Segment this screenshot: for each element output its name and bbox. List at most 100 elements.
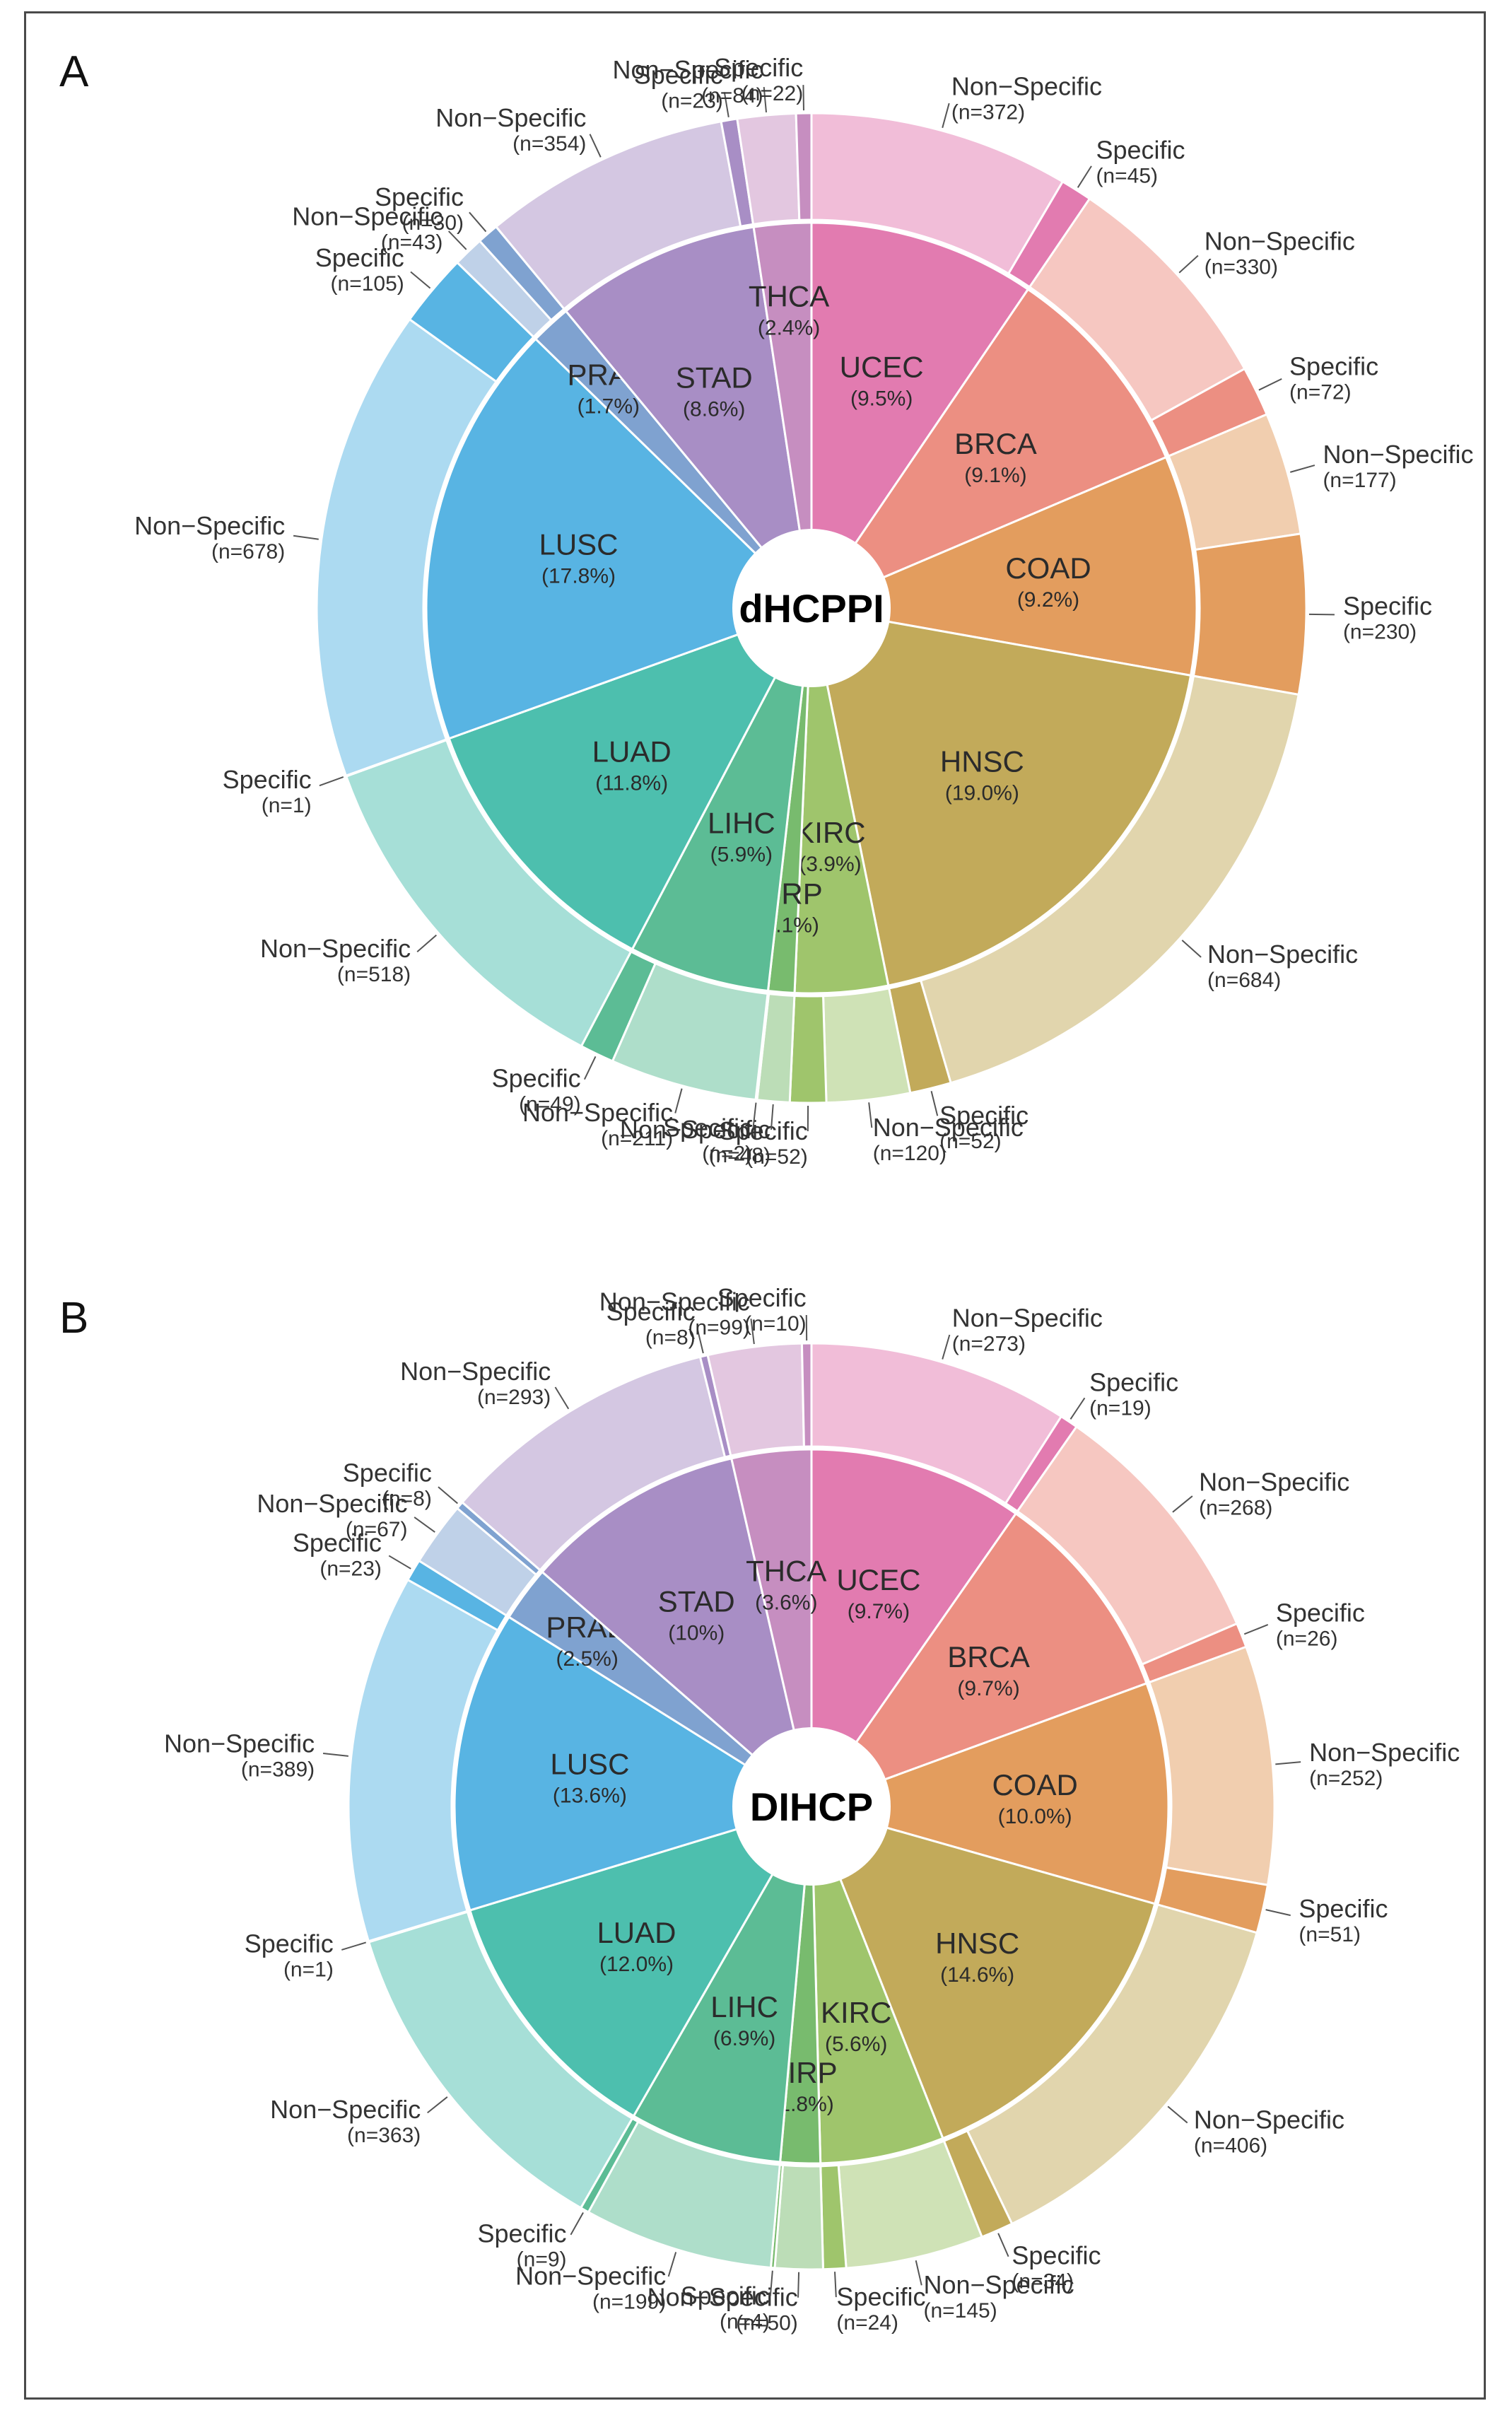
category-prad: Non−Specific (n=43)Specific (n=30)PRAD(1.7… xyxy=(292,182,814,609)
outer-slice-thca-specific xyxy=(795,112,813,221)
category-percent: (12.0%) xyxy=(599,1953,674,1976)
leader-line xyxy=(293,534,319,540)
sub-label-count: (n=67) xyxy=(346,1518,408,1541)
sub-label-text: Specific xyxy=(714,53,803,82)
sub-label-luad-non-specific: Non−Specific (n=518) xyxy=(260,934,411,986)
sub-label-count: (n=1) xyxy=(262,794,312,817)
leader-line xyxy=(341,1941,367,1951)
category-percent: (9.1%) xyxy=(964,464,1026,487)
sub-label-lihc-specific: Specific (n=49) xyxy=(492,1064,581,1116)
sub-label-count: (n=105) xyxy=(331,272,404,296)
leader-line xyxy=(942,1334,951,1360)
sub-label-hnsc-non-specific: Non−Specific (n=684) xyxy=(1207,940,1358,992)
category-stad: Non−Specific (n=293) Specific (n=8) STAD (10%… xyxy=(400,1297,813,1808)
category-thca: Non−Specific (n=84)Specific (n=22)THCA(2.4… xyxy=(613,53,829,609)
category-percent: (8.6%) xyxy=(683,397,745,421)
sub-label-ucec-specific: Specific (n=19) xyxy=(1089,1367,1178,1420)
sub-label-hnsc-non-specific: Non−Specific (n=406) xyxy=(1194,2105,1344,2157)
sub-label-lusc-specific: Specific (n=105) xyxy=(315,243,404,296)
center-title: DIHCP xyxy=(750,1784,873,1829)
sub-label-text: Non−Specific xyxy=(613,55,763,84)
panel-b: B Non−Specific (n=273)Specific (n=19)UCEC(9… xyxy=(59,1283,1460,2335)
leader-line xyxy=(427,2096,448,2114)
sub-label-text: Specific xyxy=(1012,2241,1101,2270)
category-name: LUSC xyxy=(539,528,618,561)
category-name: COAD xyxy=(992,1768,1077,1801)
panel-a: A Non−Specific (n=372)Specific (n=45)UCEC(9… xyxy=(59,47,1474,1169)
center-title: dHCPPI xyxy=(739,586,884,631)
sub-label-hnsc-specific: Specific (n=34) xyxy=(1012,2241,1101,2294)
category-percent: (2.4%) xyxy=(758,316,820,339)
category-kirp: Non−Specific (n=50)Specific (n=4)KIRP(1.8%… xyxy=(647,1805,838,2335)
sub-label-text: Non−Specific xyxy=(164,1729,315,1758)
leader-line xyxy=(1069,1397,1086,1420)
category-name: THCA xyxy=(749,279,829,312)
sub-label-coad-specific: Specific (n=51) xyxy=(1299,1894,1388,1946)
outer-slice-thca-specific xyxy=(800,1342,813,1448)
sub-label-text: Specific xyxy=(1276,1599,1365,1628)
sub-label-lusc-non-specific: Non−Specific (n=389) xyxy=(164,1729,315,1782)
leader-line xyxy=(1258,378,1282,391)
leader-line xyxy=(915,2260,922,2286)
sub-label-text: Non−Specific xyxy=(951,71,1102,100)
leader-line xyxy=(416,934,437,953)
leader-line xyxy=(834,2272,837,2298)
category-percent: (1.7%) xyxy=(578,395,640,418)
sub-label-text: Non−Specific xyxy=(952,1304,1103,1333)
category-lihc: Non−Specific (n=199)Specific (n=9)LIHC(6.9… xyxy=(477,1805,813,2313)
category-name: THCA xyxy=(746,1555,826,1588)
sub-label-text: Specific xyxy=(1299,1894,1388,1923)
sub-label-brca-specific: Specific (n=72) xyxy=(1289,352,1378,404)
category-name: LUAD xyxy=(597,1916,676,1949)
category-percent: (10%) xyxy=(668,1622,725,1645)
category-percent: (9.2%) xyxy=(1017,588,1079,612)
sub-label-lihc-non-specific: Non−Specific (n=211) xyxy=(522,1098,673,1150)
sub-label-count: (n=372) xyxy=(951,100,1025,124)
sub-label-text: Specific xyxy=(1343,591,1432,620)
category-thca: Non−Specific (n=99)Specific (n=10)THCA(3.6… xyxy=(599,1283,826,1808)
sub-label-text: Specific xyxy=(1289,352,1378,381)
sub-label-ucec-non-specific: Non−Specific (n=372) xyxy=(951,71,1102,124)
sub-label-text: Non−Specific xyxy=(923,2270,1074,2299)
sub-label-text: Non−Specific xyxy=(1205,226,1355,255)
sub-label-count: (n=252) xyxy=(1309,1767,1383,1790)
sub-label-count: (n=48) xyxy=(708,1144,770,1167)
category-name: HNSC xyxy=(935,1927,1019,1960)
sub-label-count: (n=293) xyxy=(477,1386,551,1409)
sub-label-stad-non-specific: Non−Specific (n=354) xyxy=(435,103,586,156)
sub-label-prad-non-specific: Non−Specific (n=43) xyxy=(292,201,443,254)
sub-label-brca-specific: Specific (n=26) xyxy=(1276,1599,1365,1651)
leader-line xyxy=(1275,1761,1301,1765)
sub-label-stad-non-specific: Non−Specific (n=293) xyxy=(400,1357,551,1409)
sub-label-prad-specific: Specific (n=30) xyxy=(375,182,464,235)
category-ucec: Non−Specific (n=372) Specific (n=45) UCEC (9.… xyxy=(810,71,1185,609)
category-name: BRCA xyxy=(947,1640,1030,1673)
sub-label-text: Specific xyxy=(663,1113,752,1142)
sub-label-count: (n=49) xyxy=(519,1093,581,1116)
sub-label-count: (n=52) xyxy=(746,1145,808,1169)
sub-label-kirc-specific: Specific (n=52) xyxy=(719,1116,808,1169)
sub-label-count: (n=518) xyxy=(337,963,411,986)
sub-label-text: Specific xyxy=(719,1116,808,1145)
sub-label-lihc-specific: Specific (n=9) xyxy=(477,2219,566,2271)
leader-line xyxy=(1178,255,1199,274)
sub-label-text: Non−Specific xyxy=(1309,1738,1460,1767)
leader-line xyxy=(583,1056,597,1080)
sub-label-text: Non−Specific xyxy=(260,934,411,963)
leader-line xyxy=(802,85,804,111)
sub-label-text: Non−Specific xyxy=(1194,2105,1344,2134)
sub-label-coad-non-specific: Non−Specific (n=252) xyxy=(1309,1738,1460,1790)
leader-line xyxy=(997,2233,1009,2257)
leader-line xyxy=(1172,1495,1193,1513)
leader-line xyxy=(750,1319,755,1345)
sub-label-kirp-non-specific: Non−Specific (n=50) xyxy=(647,2283,798,2335)
sub-label-text: Non−Specific xyxy=(522,1098,673,1127)
sub-label-text: Specific xyxy=(245,1929,334,1958)
category-percent: (9.5%) xyxy=(850,387,913,411)
sub-label-text: Non−Specific xyxy=(292,201,443,230)
sub-label-text: Non−Specific xyxy=(647,2283,798,2312)
leader-line xyxy=(1167,2105,1188,2124)
sub-label-lusc-non-specific: Non−Specific (n=678) xyxy=(134,511,285,563)
sub-label-text: Non−Specific xyxy=(599,1287,750,1316)
sub-label-count: (n=72) xyxy=(1289,381,1352,404)
